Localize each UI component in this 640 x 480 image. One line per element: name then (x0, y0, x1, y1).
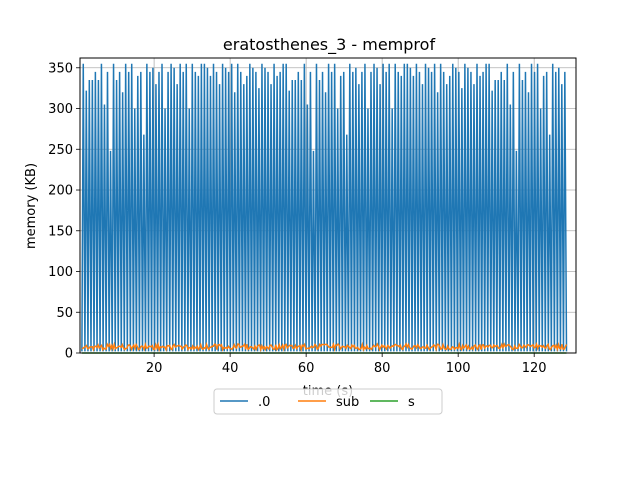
x-tick-label: 80 (374, 361, 391, 376)
y-tick-label: 150 (48, 224, 73, 239)
y-tick-label: 100 (48, 265, 73, 280)
y-tick-label: 350 (48, 61, 73, 76)
legend-label: s (408, 395, 415, 410)
y-tick-label: 250 (48, 143, 73, 158)
legend-box (213, 388, 443, 415)
y-tick-label: 50 (56, 306, 73, 321)
x-axis: 20 40 60 80 100 120 (146, 353, 547, 376)
y-axis: 0 50 100 150 200 250 300 350 (48, 61, 80, 362)
x-tick-label: 40 (222, 361, 239, 376)
y-tick-label: 300 (48, 102, 73, 117)
series-dot0-line (81, 63, 568, 352)
chart-title: eratosthenes_3 - memprof (223, 35, 436, 55)
x-tick-label: 60 (298, 361, 315, 376)
x-tick-label: 100 (446, 361, 471, 376)
legend-label: sub (336, 395, 359, 410)
y-tick-label: 200 (48, 184, 73, 199)
x-tick-label: 20 (146, 361, 163, 376)
x-tick-label: 120 (522, 361, 547, 376)
legend-label: .0 (258, 395, 270, 410)
y-axis-title: memory (KB) (24, 163, 39, 249)
y-tick-label: 0 (65, 347, 73, 362)
series-sub-line (81, 341, 568, 353)
plot-frame (79, 57, 577, 354)
legend: .0 sub s (213, 388, 443, 415)
